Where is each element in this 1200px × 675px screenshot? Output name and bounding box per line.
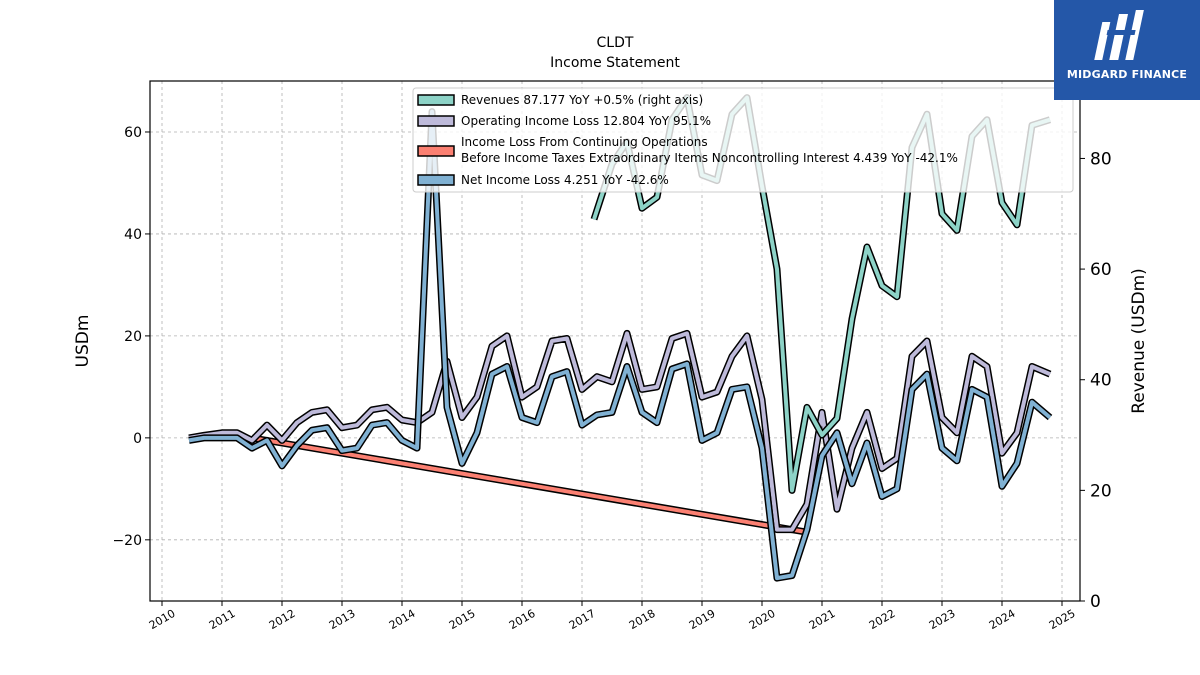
y2-tick-label: 40 xyxy=(1090,371,1112,391)
net-income-line-stroke xyxy=(188,109,1052,581)
x-tick-label: 2023 xyxy=(927,607,958,632)
x-tick-label: 2012 xyxy=(267,607,298,632)
y-axis-label: USDm xyxy=(73,315,93,368)
y-axis-right: 0 20 40 60 80 xyxy=(1080,149,1112,612)
operating-income-line xyxy=(188,329,1052,534)
y-axis-left: −20 0 20 40 60 xyxy=(112,125,150,549)
x-tick-label: 2024 xyxy=(987,607,1018,632)
y-tick-label: 40 xyxy=(124,227,142,243)
midgard-finance-logo: MIDGARD FINANCE xyxy=(1054,0,1200,100)
x-tick-label: 2025 xyxy=(1047,607,1078,632)
x-tick-label: 2019 xyxy=(687,607,718,632)
legend-swatch-operating-income xyxy=(417,115,455,127)
legend-label-revenues: Revenues 87.177 YoY +0.5% (right axis) xyxy=(461,93,703,107)
x-axis: 2010 2011 2012 2013 2014 2015 2016 2017 2018 2019… xyxy=(147,601,1078,632)
operating-income-line-stroke xyxy=(188,331,1051,532)
legend: Revenues 87.177 YoY +0.5% (right axis) O… xyxy=(412,87,1074,193)
x-tick-label: 2022 xyxy=(867,607,898,632)
y-tick-label: 20 xyxy=(124,329,142,345)
net-income-line xyxy=(188,108,1053,582)
x-tick-label: 2011 xyxy=(207,607,238,632)
x-tick-label: 2018 xyxy=(627,607,658,632)
y2-tick-label: 60 xyxy=(1090,260,1112,280)
legend-swatch-pretax-income xyxy=(417,145,455,157)
y-tick-label: −20 xyxy=(112,533,142,549)
legend-swatch-net-income xyxy=(417,174,455,186)
plot-frame xyxy=(149,80,1081,602)
x-tick-label: 2017 xyxy=(567,607,598,632)
x-tick-label: 2013 xyxy=(327,607,358,632)
legend-label-pretax-income: Income Loss From Continuing Operations B… xyxy=(461,135,958,165)
legend-box xyxy=(412,87,1074,193)
legend-swatch-revenues xyxy=(417,94,455,106)
legend-label-net-income: Net Income Loss 4.251 YoY -42.6% xyxy=(461,173,669,187)
pretax-income-line-stroke xyxy=(251,435,808,535)
y2-axis-label: Revenue (USDm) xyxy=(1129,268,1149,414)
y2-tick-label: 0 xyxy=(1090,592,1101,612)
y-tick-label: 60 xyxy=(124,125,142,141)
x-tick-label: 2021 xyxy=(807,607,838,632)
chart-title: CLDT xyxy=(597,35,634,51)
y2-tick-label: 80 xyxy=(1090,149,1112,169)
logo-text: MIDGARD FINANCE xyxy=(1066,68,1188,81)
y-tick-label: 0 xyxy=(133,431,142,447)
x-tick-label: 2014 xyxy=(387,607,418,632)
x-tick-label: 2020 xyxy=(747,607,778,632)
legend-label-operating-income: Operating Income Loss 12.804 YoY 95.1% xyxy=(461,114,711,128)
chart-subtitle: Income Statement xyxy=(550,55,680,71)
pretax-income-line xyxy=(251,434,808,536)
x-tick-label: 2010 xyxy=(147,607,178,632)
x-tick-label: 2015 xyxy=(447,607,478,632)
logo-mark-icon xyxy=(1094,10,1144,60)
x-tick-label: 2016 xyxy=(507,607,538,632)
y2-tick-label: 20 xyxy=(1090,481,1112,501)
